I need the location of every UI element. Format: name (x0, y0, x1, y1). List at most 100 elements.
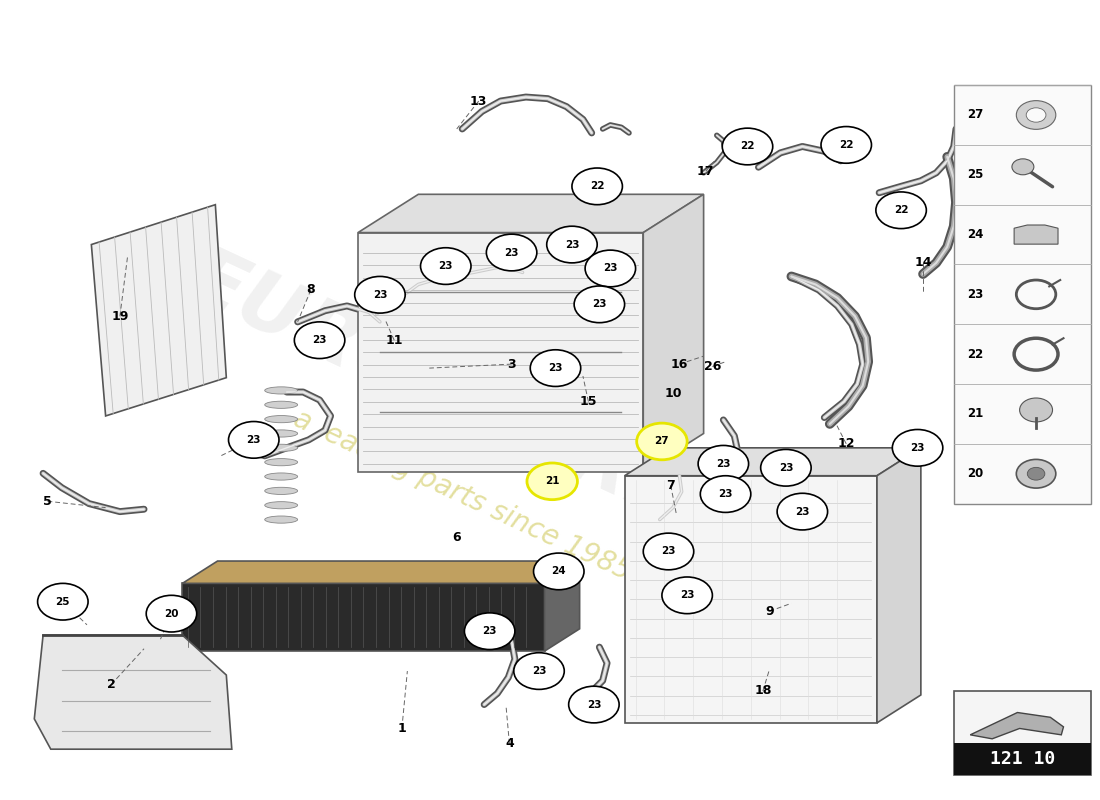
Text: 18: 18 (755, 685, 771, 698)
Circle shape (527, 463, 578, 500)
Text: 21: 21 (544, 476, 560, 486)
Text: 13: 13 (470, 94, 487, 107)
Ellipse shape (265, 415, 298, 422)
Text: 25: 25 (56, 597, 70, 606)
Ellipse shape (265, 430, 298, 437)
Circle shape (569, 686, 619, 723)
Circle shape (821, 126, 871, 163)
Text: 23: 23 (531, 666, 547, 676)
Circle shape (534, 553, 584, 590)
Circle shape (547, 226, 597, 263)
Circle shape (295, 322, 344, 358)
Circle shape (420, 248, 471, 285)
Text: 8: 8 (307, 283, 315, 297)
Ellipse shape (265, 487, 298, 494)
Circle shape (1012, 159, 1034, 174)
Polygon shape (91, 205, 227, 416)
Text: 17: 17 (697, 165, 715, 178)
FancyBboxPatch shape (954, 691, 1091, 774)
Polygon shape (358, 194, 704, 233)
Text: 25: 25 (967, 168, 983, 182)
Text: 6: 6 (452, 530, 461, 544)
Text: 20: 20 (967, 467, 983, 480)
Polygon shape (970, 713, 1064, 739)
Text: 23: 23 (603, 263, 617, 274)
Text: 15: 15 (580, 395, 597, 408)
Text: 23: 23 (439, 261, 453, 271)
FancyBboxPatch shape (954, 743, 1091, 774)
Circle shape (1026, 108, 1046, 122)
Text: EUROSPARES: EUROSPARES (175, 238, 749, 562)
Text: 14: 14 (914, 256, 932, 270)
Text: 23: 23 (564, 239, 580, 250)
Circle shape (761, 450, 811, 486)
Text: 22: 22 (839, 140, 854, 150)
Text: 23: 23 (967, 288, 983, 301)
Circle shape (37, 583, 88, 620)
Circle shape (662, 577, 713, 614)
Text: 2: 2 (107, 678, 116, 691)
Polygon shape (34, 635, 232, 749)
Circle shape (644, 533, 694, 570)
Ellipse shape (265, 387, 298, 394)
Circle shape (701, 476, 751, 513)
Circle shape (892, 430, 943, 466)
Text: 23: 23 (716, 458, 730, 469)
Circle shape (229, 422, 279, 458)
Text: 24: 24 (967, 228, 983, 241)
Polygon shape (358, 233, 644, 472)
Text: 5: 5 (43, 494, 52, 508)
Text: 12: 12 (837, 438, 855, 450)
Text: 23: 23 (592, 299, 606, 310)
Circle shape (1020, 398, 1053, 422)
Text: 22: 22 (894, 206, 909, 215)
Polygon shape (183, 561, 580, 583)
Text: 23: 23 (718, 489, 733, 499)
Ellipse shape (265, 502, 298, 509)
Circle shape (1016, 459, 1056, 488)
Text: 9: 9 (766, 605, 773, 618)
Text: 121 10: 121 10 (990, 750, 1055, 768)
Text: 27: 27 (967, 109, 983, 122)
Text: 23: 23 (504, 247, 519, 258)
Text: 23: 23 (586, 699, 601, 710)
Ellipse shape (265, 458, 298, 466)
Circle shape (698, 446, 749, 482)
Polygon shape (625, 476, 877, 723)
Text: 23: 23 (661, 546, 675, 557)
Ellipse shape (265, 473, 298, 480)
Text: 23: 23 (246, 435, 261, 445)
Ellipse shape (265, 516, 298, 523)
Ellipse shape (265, 444, 298, 451)
Text: a leading parts since 1985: a leading parts since 1985 (289, 405, 636, 586)
Text: 21: 21 (967, 407, 983, 421)
Text: 10: 10 (664, 387, 682, 400)
Circle shape (637, 423, 688, 460)
Ellipse shape (265, 401, 298, 408)
Polygon shape (877, 448, 921, 723)
Polygon shape (644, 194, 704, 472)
Text: 27: 27 (654, 437, 669, 446)
Polygon shape (1014, 225, 1058, 244)
Circle shape (530, 350, 581, 386)
Text: 23: 23 (483, 626, 497, 636)
Text: 24: 24 (551, 566, 566, 577)
FancyBboxPatch shape (954, 85, 1091, 504)
Text: 11: 11 (385, 334, 403, 346)
Text: 3: 3 (507, 358, 516, 370)
Text: 23: 23 (911, 443, 925, 453)
Text: 23: 23 (795, 506, 810, 517)
Polygon shape (625, 448, 921, 476)
Text: 23: 23 (680, 590, 694, 600)
Text: 22: 22 (967, 348, 983, 361)
Circle shape (486, 234, 537, 271)
Text: 23: 23 (373, 290, 387, 300)
Circle shape (514, 653, 564, 690)
Circle shape (1016, 101, 1056, 130)
Polygon shape (544, 561, 580, 651)
Circle shape (876, 192, 926, 229)
Circle shape (464, 613, 515, 650)
Text: 23: 23 (779, 462, 793, 473)
Text: 16: 16 (671, 358, 689, 370)
Text: 19: 19 (111, 310, 129, 322)
